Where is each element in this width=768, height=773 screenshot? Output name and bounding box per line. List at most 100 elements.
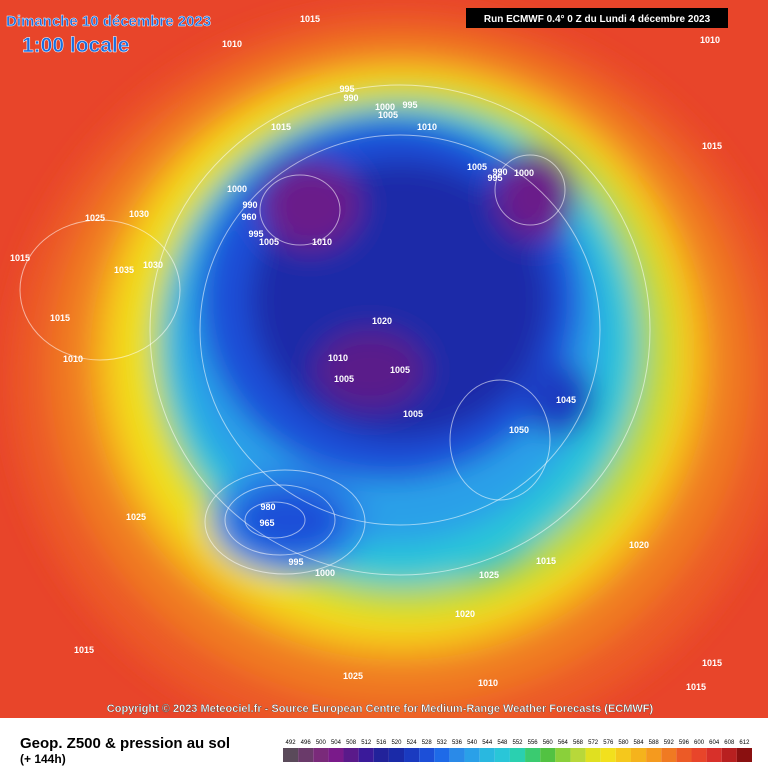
colorbar-label: 592	[664, 740, 675, 746]
colorbar-swatch	[706, 748, 722, 762]
run-box	[466, 8, 728, 28]
pressure-label: 1010	[63, 354, 83, 364]
colorbar-label: 512	[361, 740, 372, 746]
colorbar-label: 600	[694, 740, 705, 746]
pressure-label: 1015	[686, 682, 706, 692]
pressure-label: 1000	[227, 184, 247, 194]
pressure-label: 1015	[300, 14, 320, 24]
colorbar-swatch	[419, 748, 435, 762]
colorbar-label: 596	[679, 740, 690, 746]
colorbar-swatch	[464, 748, 480, 762]
pressure-label: 1010	[312, 237, 332, 247]
pressure-label: 1005	[378, 110, 398, 120]
pressure-label: 960	[241, 212, 256, 222]
colorbar-label: 608	[724, 740, 735, 746]
colorbar-label: 536	[452, 740, 463, 746]
footer-title: Geop. Z500 & pression au sol	[20, 735, 230, 752]
colorbar-swatch	[676, 748, 692, 762]
colorbar-label: 568	[573, 740, 584, 746]
colorbar-swatch	[525, 748, 541, 762]
colorbar-swatch	[358, 748, 374, 762]
colorbar-swatch	[283, 748, 299, 762]
pressure-label: 1015	[74, 645, 94, 655]
colorbar-swatch	[615, 748, 631, 762]
colorbar-label: 524	[407, 740, 418, 746]
colorbar-swatch	[509, 748, 526, 762]
pressure-label: 1050	[509, 425, 529, 435]
colorbar-label: 528	[422, 740, 433, 746]
colorbar-label: 544	[482, 740, 493, 746]
pressure-label: 1025	[85, 213, 105, 223]
colorbar-swatch	[600, 748, 616, 762]
colorbar-label: 540	[467, 740, 478, 746]
colorbar-label: 580	[618, 740, 629, 746]
colorbar-label: 564	[558, 740, 569, 746]
colorbar-label: 560	[543, 740, 554, 746]
pressure-label: 990	[343, 93, 358, 103]
colorbar-swatch	[449, 748, 465, 762]
colorbar-swatch	[721, 748, 737, 762]
pressure-label: 1015	[702, 658, 722, 668]
pressure-label: 1005	[467, 162, 487, 172]
colorbar-swatch	[661, 748, 677, 762]
colorbar-label: 552	[512, 740, 523, 746]
pressure-label: 1000	[375, 102, 395, 112]
pressure-label: 990	[492, 167, 507, 177]
pressure-label: 1020	[629, 540, 649, 550]
date: Dimanche 10 décembre 2023	[6, 13, 211, 30]
colorbar: 492 496 500 504 508 512 516 520 524 528 532 536 540 5…	[283, 740, 752, 762]
colorbar-swatch	[479, 748, 495, 762]
colorbar-label: 496	[301, 740, 312, 746]
pressure-label: 965	[259, 518, 274, 528]
colorbar-label: 500	[316, 740, 327, 746]
colorbar-label: 572	[588, 740, 599, 746]
pressure-label: 1005	[334, 374, 354, 384]
colorbar-swatch	[585, 748, 601, 762]
colorbar-label: 612	[739, 740, 750, 746]
colorbar-swatch	[630, 748, 647, 762]
pressure-label: 1030	[143, 260, 163, 270]
run-info: Run ECMWF 0.4° 0 Z du Lundi 4 décembre 2…	[484, 14, 711, 25]
local-time: 1:00 locale	[22, 34, 129, 57]
colorbar-label: 556	[528, 740, 539, 746]
pressure-label: 1005	[403, 409, 423, 419]
pressure-label: 1020	[372, 316, 392, 326]
pressure-label: 1010	[700, 35, 720, 45]
colorbar-swatch	[404, 748, 420, 762]
colorbar-swatch	[494, 748, 510, 762]
colorbar-label: 516	[376, 740, 387, 746]
pressure-label: 1005	[390, 365, 410, 375]
field	[0, 0, 768, 718]
pressure-label: 995	[487, 173, 502, 183]
colorbar-label: 504	[331, 740, 342, 746]
colorbar-swatch	[434, 748, 450, 762]
pressure-label: 1015	[702, 141, 722, 151]
pressure-label: 1025	[343, 671, 363, 681]
pressure-label: 1020	[455, 609, 475, 619]
colorbar-swatch	[313, 748, 329, 762]
colorbar-swatch	[328, 748, 344, 762]
pressure-label: 1015	[536, 556, 556, 566]
colorbar-swatch	[570, 748, 586, 762]
colorbar-label: 508	[346, 740, 357, 746]
pressure-label: 1010	[417, 122, 437, 132]
colorbar-label: 584	[634, 740, 645, 746]
pressure-label: 1015	[10, 253, 30, 263]
pressure-label: 1005	[259, 237, 279, 247]
colorbar-swatch	[388, 748, 405, 762]
pressure-label: 1010	[478, 678, 498, 688]
colorbar-label: 520	[391, 740, 402, 746]
pressure-label: 1015	[271, 122, 291, 132]
colorbar-label: 588	[649, 740, 660, 746]
colorbar-swatch	[540, 748, 556, 762]
pressure-label: 995	[288, 557, 303, 567]
footer-lead: (+ 144h)	[20, 752, 66, 766]
pressure-label: 1010	[222, 39, 242, 49]
colorbar-label: 532	[437, 740, 448, 746]
colorbar-swatch	[555, 748, 571, 762]
colorbar-swatch	[736, 748, 752, 762]
colorbar-swatch	[373, 748, 389, 762]
